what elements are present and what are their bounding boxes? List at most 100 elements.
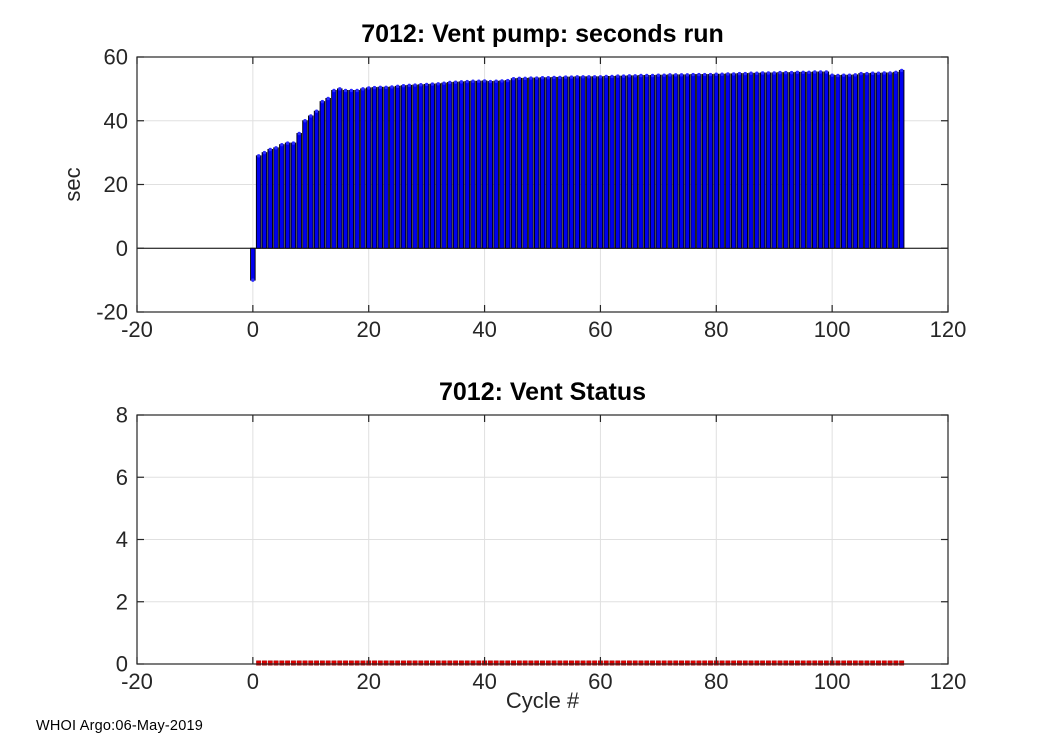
bar-top-dot [552,75,556,80]
bar-top-dot [813,70,817,74]
bar-top-dot [737,71,742,76]
status-marker [453,660,459,666]
status-marker [899,660,905,666]
x-tick-label: 60 [588,669,612,694]
bar [644,75,650,249]
bar [684,74,691,249]
bar-top-dot [262,150,267,155]
bar-top-dot [413,83,417,87]
bar-top-dot [731,72,736,76]
status-marker [302,660,308,666]
bar-top-dot [367,86,371,90]
bar-top-dot [842,73,846,77]
bar-top-dot [847,73,852,77]
bar-top-dot [251,278,255,282]
status-marker [470,660,476,666]
status-marker [881,660,887,666]
bar [812,71,818,249]
status-marker [621,660,627,666]
bar [893,71,899,249]
bar-top-dot [616,74,620,78]
bar-top-dot [384,85,388,89]
bar-top-dot [604,74,608,79]
status-marker [655,660,661,666]
status-marker [354,660,360,666]
status-marker [870,660,876,666]
status-marker [441,660,447,666]
bar-top-dot [714,72,718,76]
status-marker [522,660,528,666]
bar-top-dot [720,72,724,76]
bar-top-dot [511,76,516,81]
status-marker [429,660,435,666]
bar-top-dot [679,73,684,77]
bar [557,76,563,249]
status-marker [847,660,852,666]
status-marker [586,660,592,666]
bar [464,81,470,249]
bar-top-dot [303,119,307,123]
bar-top-dot [633,74,637,78]
status-marker [534,660,540,666]
status-marker [632,660,638,666]
bar [250,247,256,281]
bar-top-dot [772,71,776,75]
status-marker [626,660,632,666]
status-marker [511,660,516,666]
bar [846,74,853,249]
bar [609,75,615,249]
bar-top-dot [343,88,348,93]
bar [661,74,667,249]
status-marker [742,660,748,666]
status-marker [273,660,279,666]
bar [719,73,725,249]
bar-top-dot [691,72,695,77]
status-marker [348,660,354,666]
status-marker [290,660,296,666]
watermark-date-text: WHOI Argo:06-May-2019 [36,718,203,734]
bar [441,82,447,249]
status-marker [389,660,395,666]
bar [302,120,308,249]
status-marker [794,660,800,666]
x-tick-label: 0 [247,669,259,694]
bar-top-dot [506,78,510,83]
status-marker [679,660,684,666]
status-marker [580,660,586,666]
y-axis-label: sec [60,167,85,201]
status-marker [823,660,829,666]
bar-top-dot [581,75,585,79]
status-marker [319,660,325,666]
status-marker [748,660,754,666]
bar-top-dot [424,82,429,87]
status-marker [325,660,331,666]
bar-top-dot [778,70,782,75]
bar [255,155,262,249]
bar-top-dot [494,79,498,83]
bar [458,81,465,249]
y-tick-label: 2 [116,589,128,614]
status-marker [493,660,499,666]
bar [806,71,812,249]
status-marker [719,660,725,666]
bar-top-dot [546,76,550,80]
bar-top-dot [326,96,330,101]
bar [881,72,888,249]
bar-top-dot [662,73,666,77]
x-tick-label: 40 [472,317,496,342]
status-marker [852,660,858,666]
bar [690,74,696,249]
status-marker [725,660,731,666]
bar-top-dot [824,70,829,74]
bar-top-dot [818,70,823,74]
status-marker [383,660,389,666]
x-tick-label: 80 [704,317,728,342]
x-tick-label: -20 [121,317,153,342]
bar-top-dot [882,71,886,75]
bar-top-dot [500,79,504,83]
bar-top-dot [587,75,591,79]
status-marker [308,660,314,666]
bar-top-dot [280,142,284,147]
status-marker-series [256,660,905,666]
